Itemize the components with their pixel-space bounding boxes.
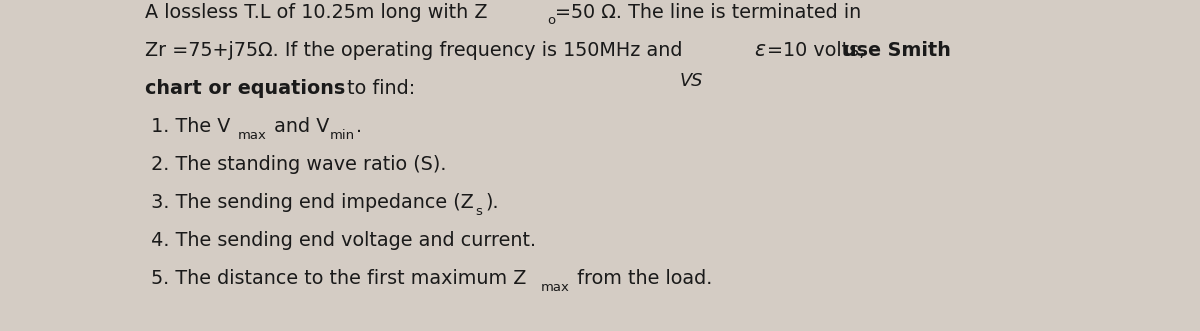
Text: max: max	[238, 129, 266, 142]
Text: and V: and V	[268, 117, 329, 136]
Text: Zr =75+j75Ω. If the operating frequency is 150MHz and: Zr =75+j75Ω. If the operating frequency …	[145, 41, 689, 60]
Text: VS: VS	[680, 72, 703, 90]
Text: o: o	[547, 14, 556, 26]
Text: max: max	[541, 281, 570, 294]
Text: 1. The V: 1. The V	[145, 117, 230, 136]
Text: from the load.: from the load.	[571, 269, 713, 288]
Text: 5. The distance to the first maximum Z: 5. The distance to the first maximum Z	[145, 269, 527, 288]
Text: chart or equations: chart or equations	[145, 79, 346, 98]
Text: 4. The sending end voltage and current.: 4. The sending end voltage and current.	[145, 231, 536, 250]
Text: 2. The standing wave ratio (S).: 2. The standing wave ratio (S).	[145, 155, 446, 174]
Text: ε: ε	[754, 40, 766, 60]
Text: use Smith: use Smith	[842, 41, 950, 60]
Text: to find:: to find:	[341, 79, 415, 98]
Text: min: min	[330, 129, 355, 142]
Text: =10 volts,: =10 volts,	[767, 41, 871, 60]
Text: =50 Ω. The line is terminated in: =50 Ω. The line is terminated in	[554, 3, 862, 22]
Text: 3. The sending end impedance (Z: 3. The sending end impedance (Z	[145, 193, 474, 212]
Text: .: .	[356, 117, 362, 136]
Text: s: s	[475, 205, 482, 218]
Text: A lossless T.L of 10.25m long with Z: A lossless T.L of 10.25m long with Z	[145, 3, 487, 22]
Text: ).: ).	[485, 193, 499, 212]
